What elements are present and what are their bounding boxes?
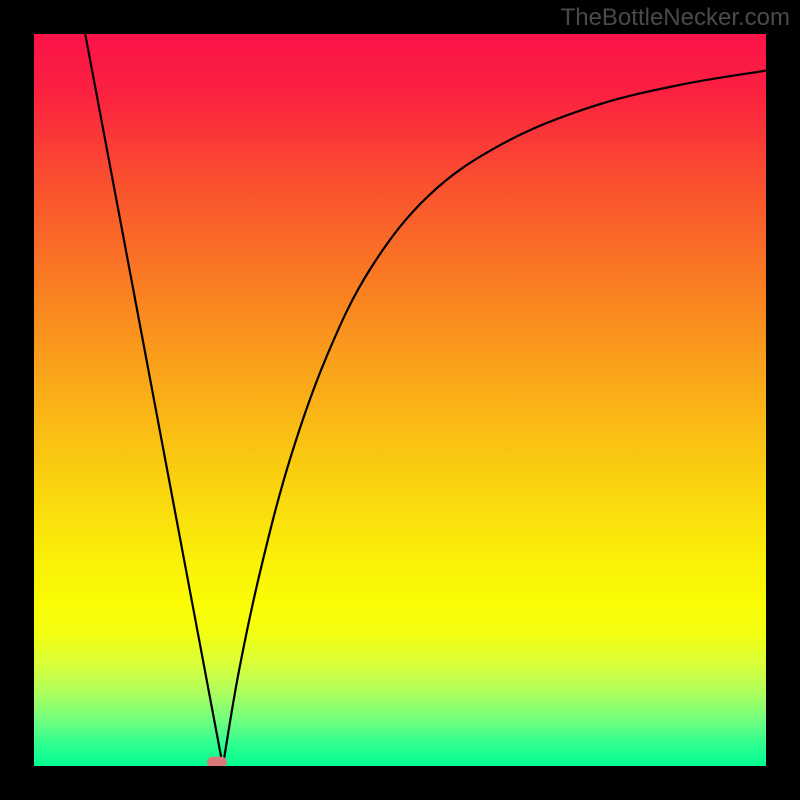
bottleneck-chart: [0, 0, 800, 800]
minimum-marker: [207, 757, 226, 767]
chart-background: [34, 34, 766, 766]
watermark-text: TheBottleNecker.com: [561, 4, 790, 32]
chart-container: TheBottleNecker.com: [0, 0, 800, 800]
